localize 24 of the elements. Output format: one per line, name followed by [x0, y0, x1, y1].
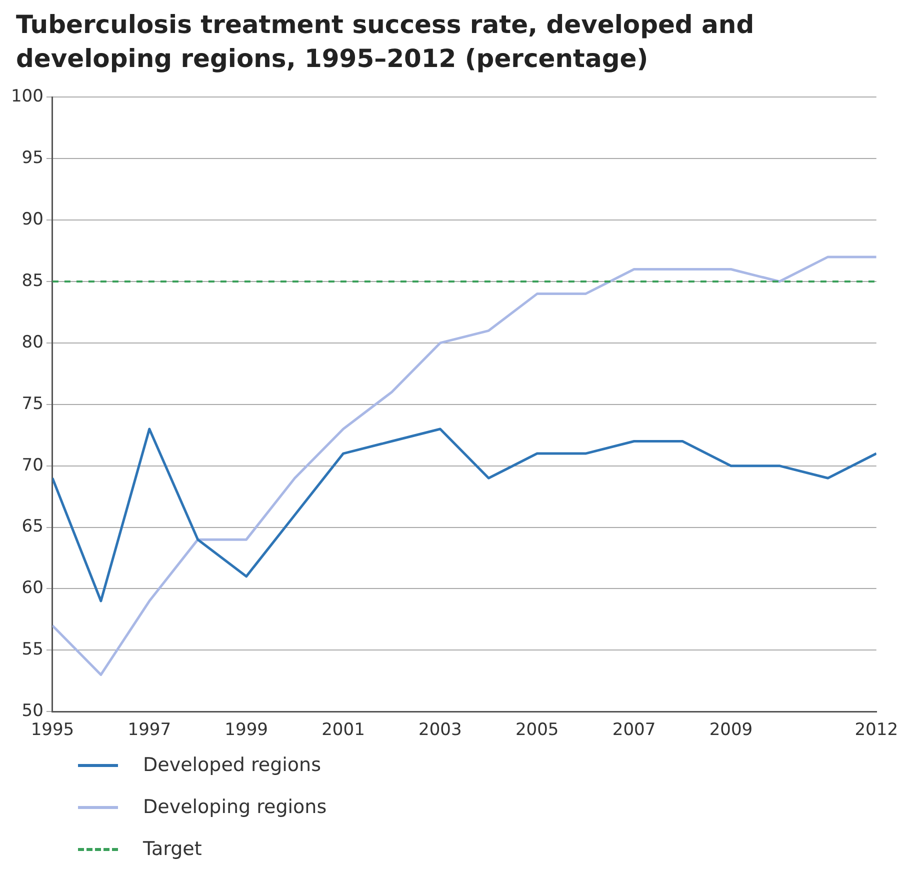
y-tick-label: 85	[22, 270, 44, 291]
x-tick-label: 2005	[515, 720, 559, 740]
legend-label: Developing regions	[143, 796, 327, 818]
y-tick-label: 60	[22, 578, 44, 598]
y-tick-label: 50	[22, 701, 44, 722]
x-tick-label: 2009	[709, 720, 753, 740]
y-tick-label: 90	[22, 210, 44, 230]
y-tick-label: 65	[22, 516, 44, 537]
x-tick-label: 1999	[224, 720, 268, 740]
chart-title: Tuberculosis treatment success rate, developed and developing regions, 1995–2012 (percentage)	[16, 9, 756, 75]
y-tick-label: 75	[22, 394, 44, 414]
x-tick-label: 2003	[418, 720, 462, 740]
y-tick-label: 80	[22, 332, 44, 352]
x-tick-label: 2001	[322, 720, 365, 740]
y-tick-label: 70	[22, 455, 44, 476]
legend-label: Developed regions	[143, 754, 321, 776]
legend-label: Target	[143, 838, 202, 860]
y-tick-label: 55	[22, 640, 44, 660]
x-tick-label: 2012	[854, 720, 898, 740]
y-tick-label: 100	[10, 86, 44, 107]
y-tick-label: 95	[22, 148, 44, 168]
x-tick-label: 1995	[30, 720, 74, 740]
x-tick-label: 2007	[612, 720, 656, 740]
x-tick-label: 1997	[128, 720, 172, 740]
